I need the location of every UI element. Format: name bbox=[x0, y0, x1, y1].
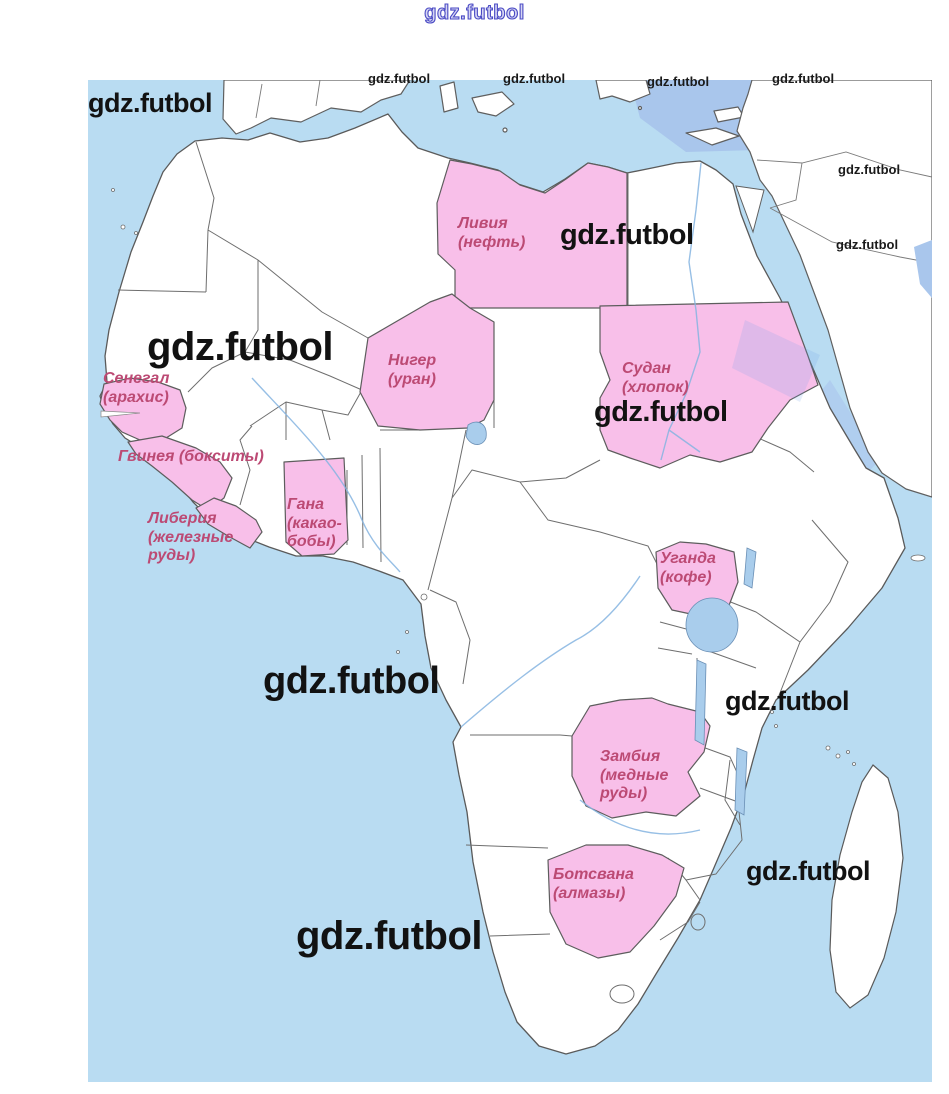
country-label-guinea: Гвинея (бокситы) bbox=[118, 448, 264, 465]
country-lesotho bbox=[609, 984, 635, 1004]
country-label-niger: Нигер (уран) bbox=[388, 352, 437, 388]
country-senegal-highlight bbox=[99, 377, 187, 441]
middle-east-borders bbox=[756, 151, 932, 264]
small-islands bbox=[111, 188, 926, 766]
country-liberia-highlight bbox=[195, 497, 263, 549]
sea-red-south bbox=[814, 380, 880, 476]
site-watermark: gdz.futbol bbox=[424, 1, 525, 24]
country-label-liberia: Либерия (железные руды) bbox=[148, 510, 234, 565]
europe-borders bbox=[255, 80, 321, 119]
watermark: gdz.futbol bbox=[296, 914, 483, 958]
europe-land bbox=[222, 80, 745, 146]
country-label-uganda: Уганда (кофе) bbox=[660, 550, 716, 586]
lake-victoria bbox=[685, 597, 739, 653]
watermark: gdz.futbol bbox=[647, 74, 710, 89]
map-image bbox=[88, 80, 932, 1082]
watermark: gdz.futbol bbox=[838, 162, 901, 177]
country-niger-highlight bbox=[359, 293, 495, 431]
watermark: gdz.futbol bbox=[746, 856, 870, 886]
country-label-botswana: Ботсвана (алмазы) bbox=[553, 866, 634, 902]
watermark: gdz.futbol bbox=[836, 237, 899, 252]
country-label-sudan: Судан (хлопок) bbox=[622, 360, 689, 396]
arabia-land bbox=[736, 80, 932, 498]
watermark: gdz.futbol bbox=[263, 660, 440, 702]
country-label-zambia: Замбия (медные руды) bbox=[600, 748, 669, 803]
watermark: gdz.futbol bbox=[772, 71, 835, 86]
africa-map-svg bbox=[88, 80, 932, 1082]
madagascar-island bbox=[829, 764, 904, 1009]
watermark: gdz.futbol bbox=[503, 71, 566, 86]
watermark: gdz.futbol bbox=[594, 396, 728, 428]
sinai-peninsula bbox=[735, 185, 765, 234]
lake-malawi bbox=[734, 747, 748, 816]
country-swaziland bbox=[690, 913, 706, 931]
country-gambia bbox=[100, 410, 141, 418]
country-sudan-highlight bbox=[599, 301, 819, 469]
country-label-ghana: Гана (какао- бобы) bbox=[287, 496, 342, 551]
country-label-libya: Ливия (нефть) bbox=[458, 215, 526, 251]
sea-tint-band bbox=[732, 320, 820, 402]
country-libya-highlight bbox=[436, 159, 628, 309]
watermark: gdz.futbol bbox=[368, 71, 431, 86]
watermark: gdz.futbol bbox=[560, 219, 694, 251]
country-label-senegal: Сенегал (арахис) bbox=[103, 370, 170, 406]
country-uganda-highlight bbox=[655, 541, 739, 617]
country-zambia-highlight bbox=[571, 697, 711, 819]
country-botswana-highlight bbox=[547, 844, 685, 959]
lake-chad bbox=[465, 421, 487, 445]
country-ghana-highlight bbox=[283, 457, 349, 557]
sea-persian-gulf bbox=[914, 240, 932, 298]
lake-tanganyika bbox=[694, 659, 707, 746]
watermark: gdz.futbol bbox=[88, 88, 212, 118]
lake-turkana bbox=[743, 547, 757, 589]
rivers bbox=[251, 162, 702, 835]
watermark: gdz.futbol bbox=[147, 325, 334, 369]
watermark: gdz.futbol bbox=[725, 686, 849, 716]
